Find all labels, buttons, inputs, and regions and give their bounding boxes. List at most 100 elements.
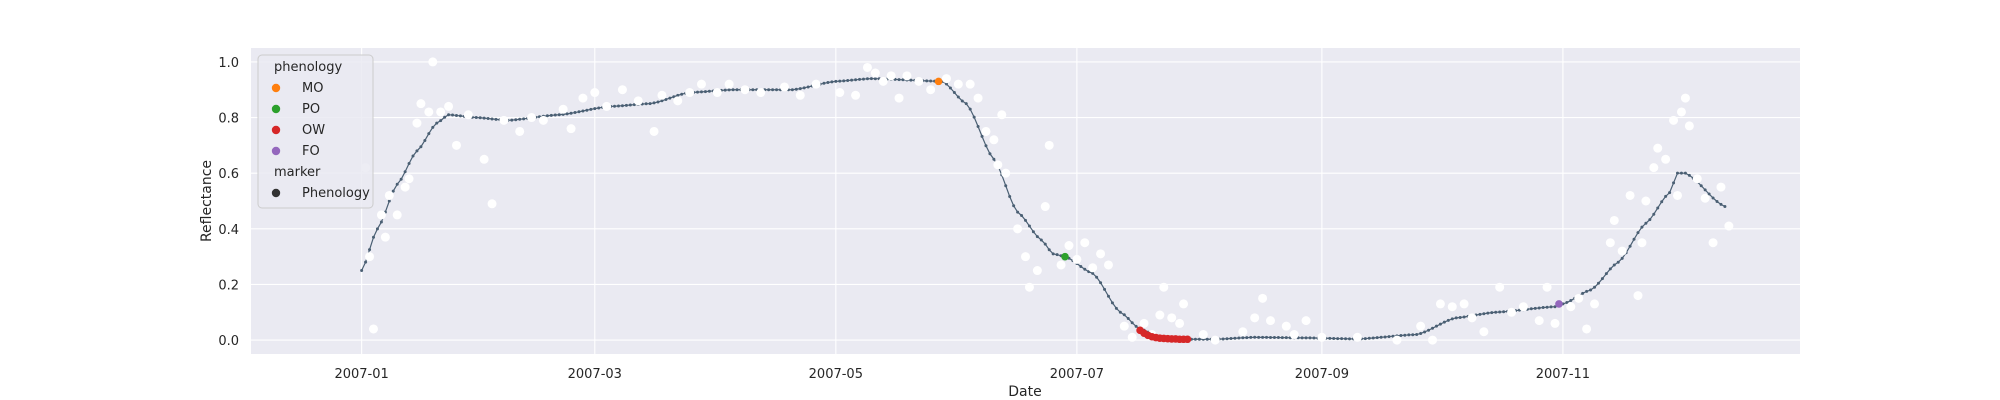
curve-point xyxy=(664,97,668,101)
observation-point xyxy=(1435,299,1445,309)
observation-point xyxy=(1238,327,1248,337)
observation-point xyxy=(795,90,805,100)
curve-point xyxy=(1035,235,1039,239)
curve-point xyxy=(1537,306,1541,310)
observation-point xyxy=(400,182,410,192)
observation-point xyxy=(953,79,963,89)
curve-point xyxy=(992,157,996,161)
curve-point xyxy=(1656,206,1660,210)
curve-point xyxy=(589,107,593,111)
curve-point xyxy=(1221,337,1225,341)
curve-point xyxy=(1644,221,1648,225)
curve-point xyxy=(1300,336,1304,340)
curve-point xyxy=(447,113,451,117)
observation-point xyxy=(756,88,766,98)
curve-point xyxy=(1529,307,1533,311)
curve-point xyxy=(1589,288,1593,292)
curve-point xyxy=(1438,322,1442,326)
observation-point xyxy=(1210,335,1220,345)
curve-point xyxy=(703,90,707,94)
observation-point xyxy=(1289,330,1299,340)
curve-point xyxy=(1118,310,1122,314)
curve-point xyxy=(806,85,810,89)
plot-area xyxy=(251,48,1800,354)
curve-point xyxy=(435,121,439,125)
observation-point xyxy=(633,96,643,106)
observation-point xyxy=(1716,182,1726,192)
curve-point xyxy=(909,78,913,82)
observation-point xyxy=(1155,310,1165,320)
curve-point xyxy=(1332,336,1336,340)
curve-point xyxy=(1462,315,1466,319)
observation-point xyxy=(404,174,414,184)
observation-point xyxy=(416,99,426,109)
curve-point xyxy=(1280,336,1284,340)
observation-point xyxy=(696,79,706,89)
observation-point xyxy=(870,68,880,78)
observation-point xyxy=(1447,302,1457,312)
observation-point xyxy=(1250,313,1260,323)
observation-point xyxy=(527,113,537,123)
curve-point xyxy=(1241,336,1245,340)
curve-point xyxy=(368,248,372,252)
curve-point xyxy=(593,107,597,111)
curve-point xyxy=(652,101,656,105)
observation-point xyxy=(436,107,446,117)
curve-point xyxy=(581,109,585,113)
observation-point xyxy=(1680,93,1690,103)
observation-point xyxy=(712,88,722,98)
curve-point xyxy=(1016,210,1020,214)
curve-point xyxy=(1095,275,1099,279)
observation-point xyxy=(1032,266,1042,276)
curve-point xyxy=(514,118,518,122)
curve-point xyxy=(952,91,956,95)
curve-point xyxy=(1711,196,1715,200)
x-tick-label: 2007-07 xyxy=(1050,367,1104,382)
curve-point xyxy=(411,154,415,158)
curve-point xyxy=(1265,335,1269,339)
curve-point xyxy=(1304,336,1308,340)
curve-point xyxy=(968,107,972,111)
curve-point xyxy=(1419,331,1423,335)
observation-point xyxy=(1265,316,1275,326)
curve-point xyxy=(1707,192,1711,196)
observation-point xyxy=(1684,121,1694,131)
curve-point xyxy=(1205,337,1209,341)
curve-point xyxy=(387,199,391,203)
curve-point xyxy=(553,113,557,117)
curve-point xyxy=(597,106,601,110)
curve-point xyxy=(1640,225,1644,229)
curve-point xyxy=(826,81,830,84)
observation-point xyxy=(365,252,375,262)
observation-point xyxy=(965,79,975,89)
observation-point xyxy=(1518,302,1528,312)
y-tick-label: 0.8 xyxy=(218,112,239,127)
legend-label-fo: FO xyxy=(302,144,320,159)
legend-hue-title: phenology xyxy=(274,60,342,75)
curve-point xyxy=(1031,230,1035,234)
curve-point xyxy=(545,114,549,118)
phenology-point-fo xyxy=(1555,300,1563,308)
curve-point xyxy=(1328,336,1332,340)
curve-point xyxy=(1403,333,1407,337)
observation-point xyxy=(1495,282,1505,292)
observation-point xyxy=(1692,174,1702,184)
x-tick-label: 2007-01 xyxy=(334,367,388,382)
curve-point xyxy=(451,113,455,117)
curve-point xyxy=(415,149,419,153)
curve-point xyxy=(767,88,771,92)
curve-point xyxy=(1039,238,1043,242)
observation-point xyxy=(1317,332,1327,342)
curve-point xyxy=(522,117,526,121)
curve-point xyxy=(1636,231,1640,235)
curve-point xyxy=(1632,237,1636,241)
curve-point xyxy=(1668,191,1672,195)
curve-point xyxy=(1367,336,1371,340)
observation-point xyxy=(1653,143,1663,153)
legend-marker-ow xyxy=(271,125,281,135)
curve-point xyxy=(395,182,399,186)
curve-point xyxy=(490,117,494,121)
curve-point xyxy=(585,108,589,112)
curve-point xyxy=(858,77,862,81)
curve-point xyxy=(1648,218,1652,222)
